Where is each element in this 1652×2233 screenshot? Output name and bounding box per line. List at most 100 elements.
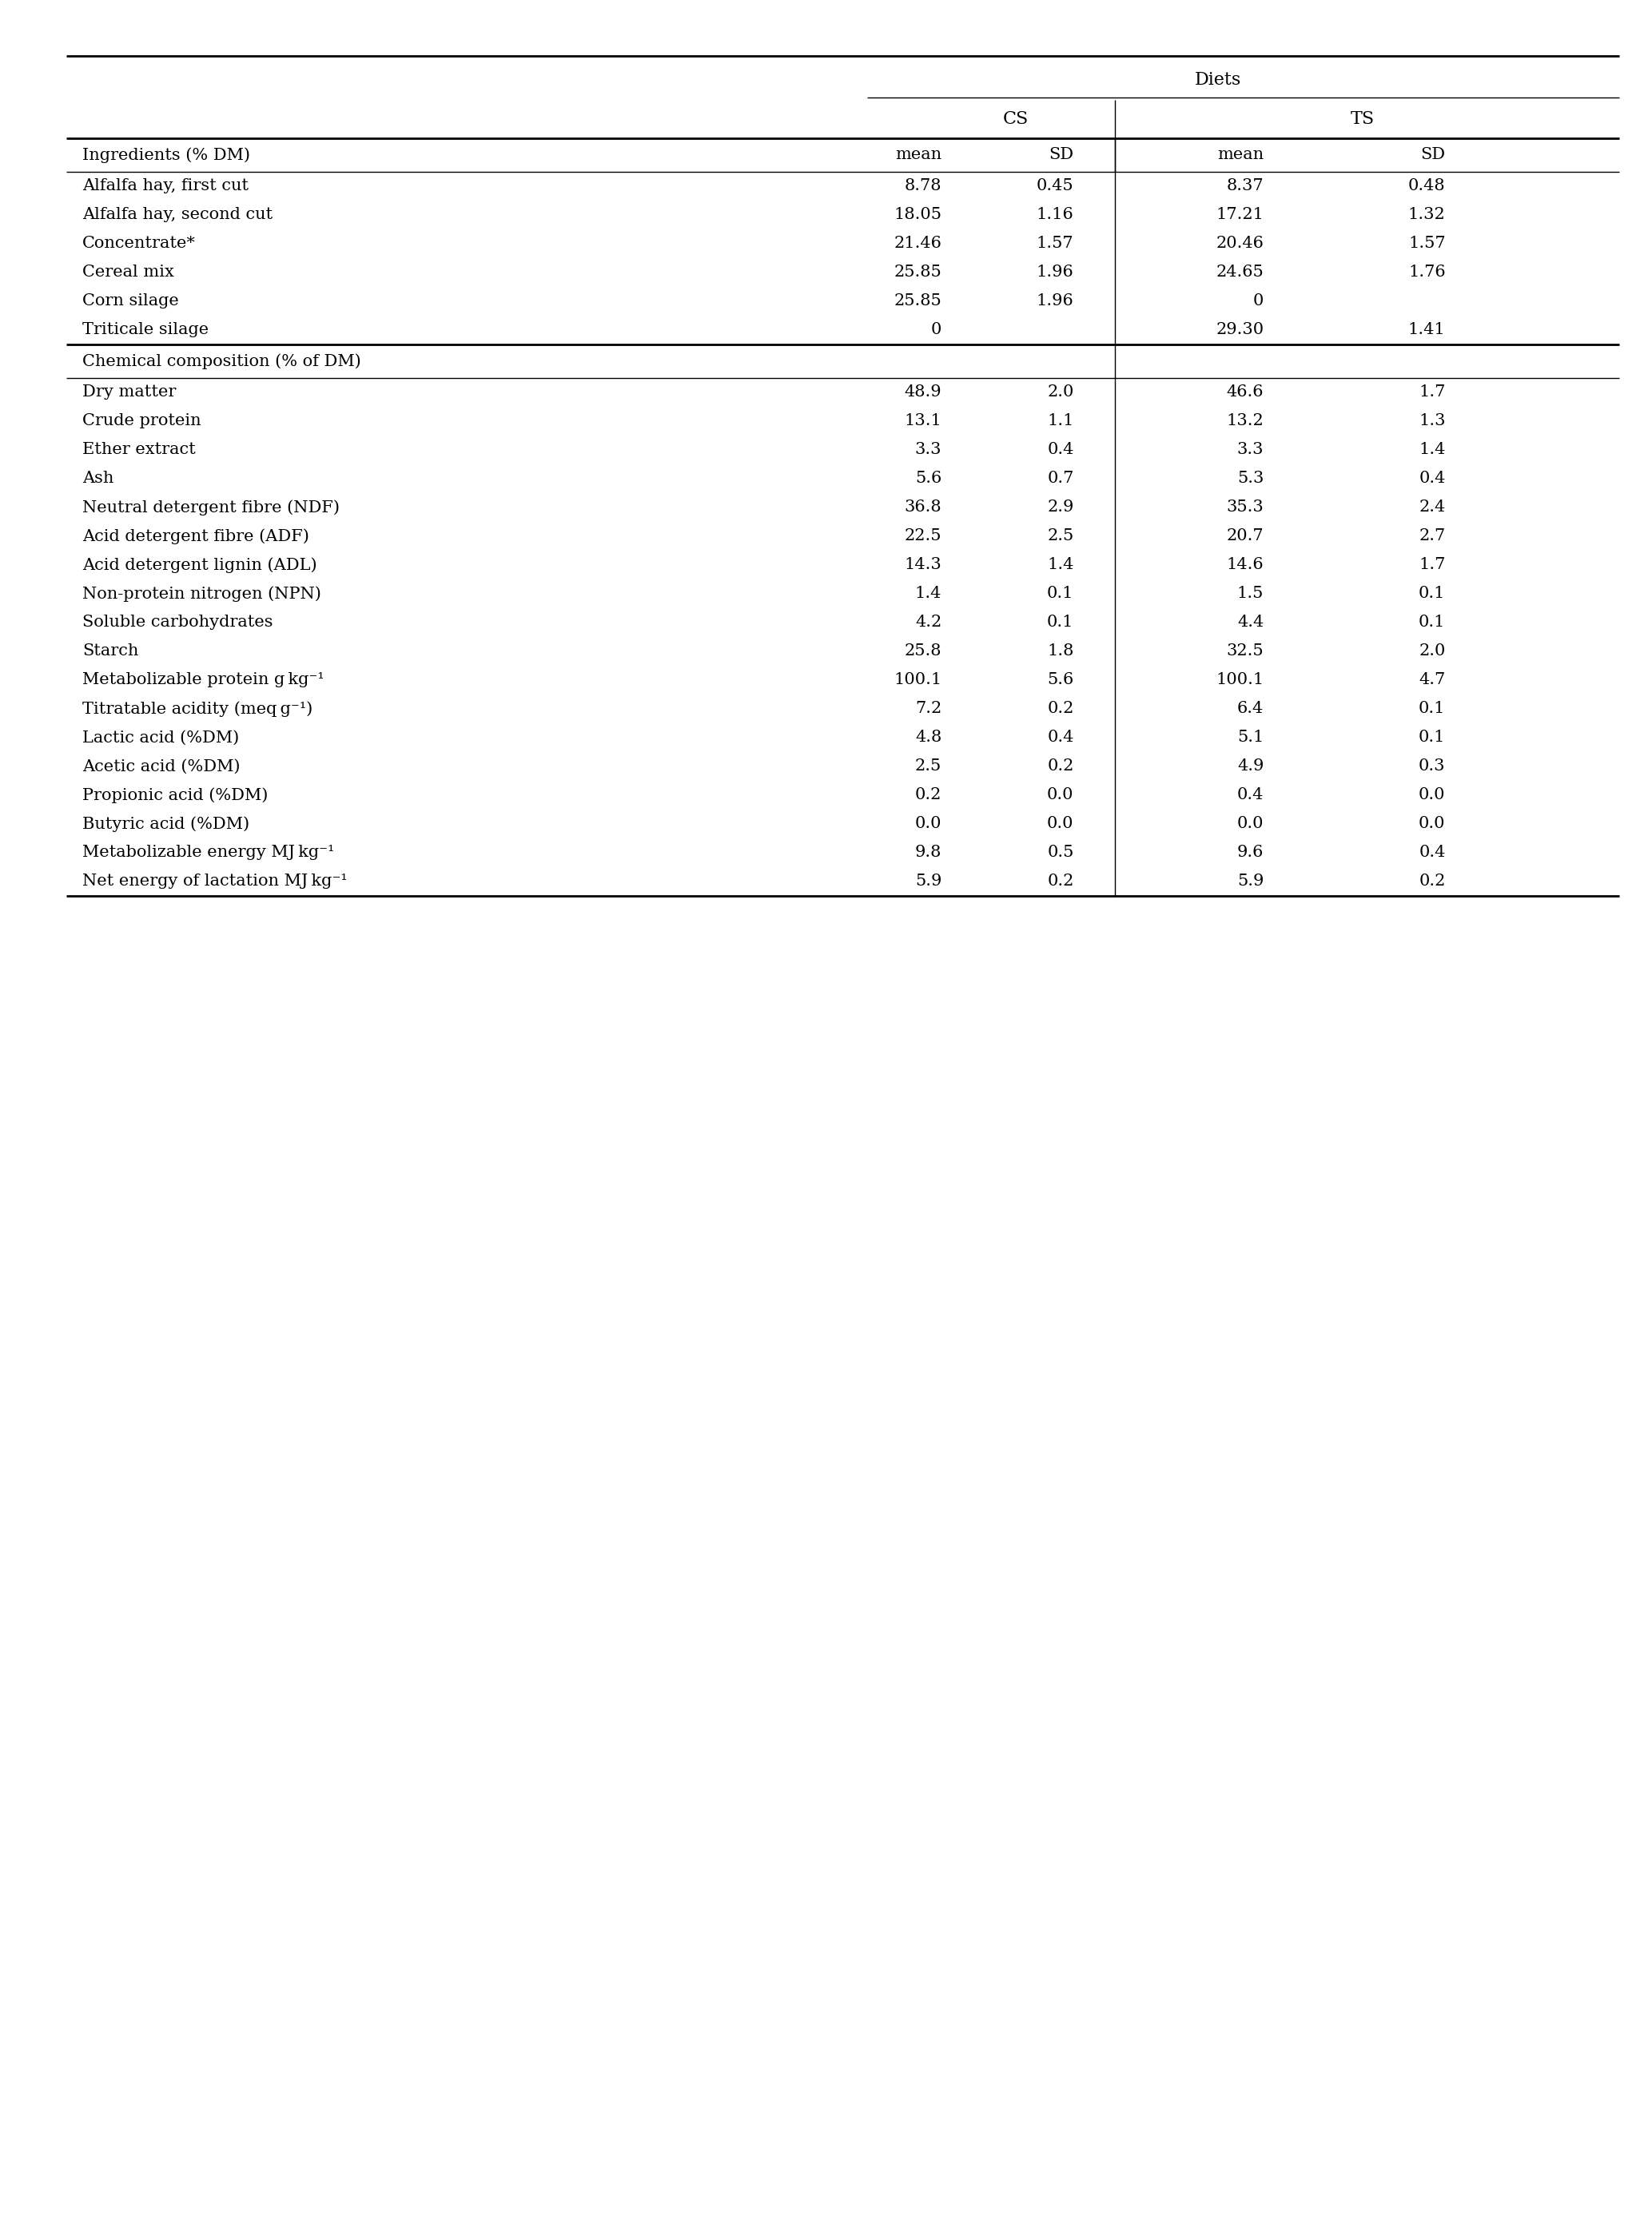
Text: Concentrate*: Concentrate* xyxy=(83,237,197,252)
Text: 1.57: 1.57 xyxy=(1408,237,1446,252)
Text: SD: SD xyxy=(1049,147,1074,163)
Text: 0.0: 0.0 xyxy=(1237,817,1264,831)
Text: 0.2: 0.2 xyxy=(1047,873,1074,889)
Text: 1.96: 1.96 xyxy=(1036,293,1074,308)
Text: 46.6: 46.6 xyxy=(1227,384,1264,400)
Text: 14.6: 14.6 xyxy=(1226,558,1264,572)
Text: 0.4: 0.4 xyxy=(1419,844,1446,860)
Text: 0.1: 0.1 xyxy=(1419,614,1446,630)
Text: 6.4: 6.4 xyxy=(1237,701,1264,717)
Text: CS: CS xyxy=(1003,109,1029,127)
Text: Titratable acidity (meq g⁻¹): Titratable acidity (meq g⁻¹) xyxy=(83,701,312,717)
Text: 1.76: 1.76 xyxy=(1408,266,1446,279)
Text: 2.0: 2.0 xyxy=(1047,384,1074,400)
Text: TS: TS xyxy=(1351,109,1374,127)
Text: 0.45: 0.45 xyxy=(1036,179,1074,194)
Text: 5.3: 5.3 xyxy=(1237,471,1264,487)
Text: 4.9: 4.9 xyxy=(1237,759,1264,775)
Text: Ingredients (% DM): Ingredients (% DM) xyxy=(83,147,251,163)
Text: Metabolizable protein g kg⁻¹: Metabolizable protein g kg⁻¹ xyxy=(83,672,324,688)
Text: 20.46: 20.46 xyxy=(1216,237,1264,252)
Text: Acetic acid (%DM): Acetic acid (%DM) xyxy=(83,759,241,775)
Text: 0.5: 0.5 xyxy=(1047,844,1074,860)
Text: Diets: Diets xyxy=(1194,71,1242,89)
Text: 2.5: 2.5 xyxy=(1047,529,1074,545)
Text: 5.9: 5.9 xyxy=(915,873,942,889)
Text: 3.3: 3.3 xyxy=(915,442,942,458)
Text: 8.37: 8.37 xyxy=(1226,179,1264,194)
Text: 21.46: 21.46 xyxy=(894,237,942,252)
Text: 0.0: 0.0 xyxy=(1419,788,1446,802)
Text: 0.3: 0.3 xyxy=(1419,759,1446,775)
Text: 1.57: 1.57 xyxy=(1036,237,1074,252)
Text: 1.4: 1.4 xyxy=(1047,558,1074,572)
Text: 0.1: 0.1 xyxy=(1419,701,1446,717)
Text: 1.1: 1.1 xyxy=(1047,413,1074,429)
Text: 20.7: 20.7 xyxy=(1226,529,1264,545)
Text: Acid detergent fibre (ADF): Acid detergent fibre (ADF) xyxy=(83,529,309,545)
Text: Soluble carbohydrates: Soluble carbohydrates xyxy=(83,614,273,630)
Text: SD: SD xyxy=(1421,147,1446,163)
Text: 2.7: 2.7 xyxy=(1419,529,1446,545)
Text: 29.30: 29.30 xyxy=(1216,322,1264,337)
Text: 1.4: 1.4 xyxy=(915,585,942,601)
Text: Propionic acid (%DM): Propionic acid (%DM) xyxy=(83,788,268,804)
Text: 1.7: 1.7 xyxy=(1419,558,1446,572)
Text: 13.2: 13.2 xyxy=(1226,413,1264,429)
Text: Lactic acid (%DM): Lactic acid (%DM) xyxy=(83,730,240,746)
Text: Triticale silage: Triticale silage xyxy=(83,322,208,337)
Text: 2.9: 2.9 xyxy=(1047,500,1074,516)
Text: Corn silage: Corn silage xyxy=(83,293,178,308)
Text: 0.2: 0.2 xyxy=(1419,873,1446,889)
Text: 1.5: 1.5 xyxy=(1237,585,1264,601)
Text: 0.1: 0.1 xyxy=(1419,730,1446,746)
Text: 4.7: 4.7 xyxy=(1419,672,1446,688)
Text: 2.0: 2.0 xyxy=(1419,643,1446,659)
Text: 1.7: 1.7 xyxy=(1419,384,1446,400)
Text: 22.5: 22.5 xyxy=(905,529,942,545)
Text: 2.4: 2.4 xyxy=(1419,500,1446,516)
Text: 7.2: 7.2 xyxy=(915,701,942,717)
Text: 0.4: 0.4 xyxy=(1419,471,1446,487)
Text: Butyric acid (%DM): Butyric acid (%DM) xyxy=(83,815,249,831)
Text: 4.2: 4.2 xyxy=(915,614,942,630)
Text: 25.85: 25.85 xyxy=(894,266,942,279)
Text: Alfalfa hay, first cut: Alfalfa hay, first cut xyxy=(83,179,249,194)
Text: Cereal mix: Cereal mix xyxy=(83,266,175,279)
Text: Starch: Starch xyxy=(83,643,139,659)
Text: Neutral detergent fibre (NDF): Neutral detergent fibre (NDF) xyxy=(83,500,340,516)
Text: 5.9: 5.9 xyxy=(1237,873,1264,889)
Text: 25.8: 25.8 xyxy=(905,643,942,659)
Text: 2.5: 2.5 xyxy=(915,759,942,775)
Text: mean: mean xyxy=(1218,147,1264,163)
Text: 0.7: 0.7 xyxy=(1047,471,1074,487)
Text: Dry matter: Dry matter xyxy=(83,384,177,400)
Text: 8.78: 8.78 xyxy=(905,179,942,194)
Text: 4.8: 4.8 xyxy=(915,730,942,746)
Text: 0.1: 0.1 xyxy=(1047,614,1074,630)
Text: 100.1: 100.1 xyxy=(894,672,942,688)
Text: 5.6: 5.6 xyxy=(915,471,942,487)
Text: 9.8: 9.8 xyxy=(915,844,942,860)
Text: 0.1: 0.1 xyxy=(1047,585,1074,601)
Text: 1.96: 1.96 xyxy=(1036,266,1074,279)
Text: 0.1: 0.1 xyxy=(1419,585,1446,601)
Text: 0.2: 0.2 xyxy=(915,788,942,802)
Text: 0.0: 0.0 xyxy=(915,817,942,831)
Text: Chemical composition (% of DM): Chemical composition (% of DM) xyxy=(83,353,362,368)
Text: mean: mean xyxy=(895,147,942,163)
Text: 17.21: 17.21 xyxy=(1216,208,1264,223)
Text: 18.05: 18.05 xyxy=(894,208,942,223)
Text: 1.4: 1.4 xyxy=(1419,442,1446,458)
Text: 14.3: 14.3 xyxy=(904,558,942,572)
Text: Crude protein: Crude protein xyxy=(83,413,202,429)
Text: Acid detergent lignin (ADL): Acid detergent lignin (ADL) xyxy=(83,556,317,574)
Text: 13.1: 13.1 xyxy=(904,413,942,429)
Text: 32.5: 32.5 xyxy=(1226,643,1264,659)
Text: 4.4: 4.4 xyxy=(1237,614,1264,630)
Text: 1.3: 1.3 xyxy=(1419,413,1446,429)
Text: 100.1: 100.1 xyxy=(1216,672,1264,688)
Text: 0.48: 0.48 xyxy=(1408,179,1446,194)
Text: 1.32: 1.32 xyxy=(1408,208,1446,223)
Text: Ash: Ash xyxy=(83,471,114,487)
